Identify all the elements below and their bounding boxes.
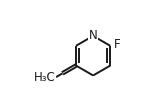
Text: F: F (114, 39, 121, 51)
Text: H₃C: H₃C (34, 71, 55, 84)
Text: N: N (89, 29, 98, 42)
